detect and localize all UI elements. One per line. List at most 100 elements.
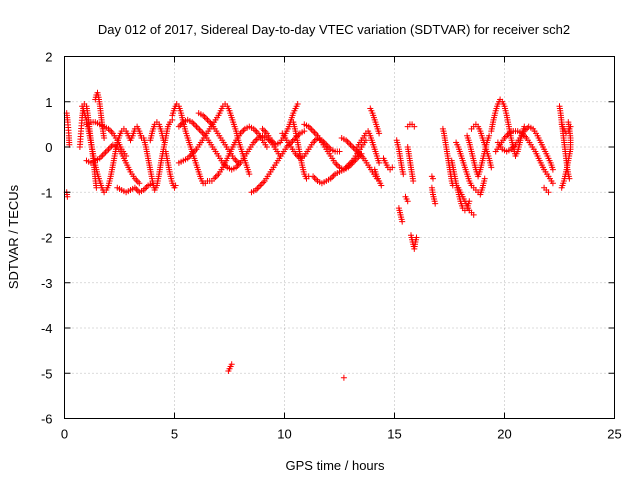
data-point	[194, 125, 201, 132]
data-point	[411, 123, 418, 130]
data-point	[99, 152, 106, 159]
data-point	[133, 186, 140, 193]
data-point	[567, 123, 574, 130]
y-tick-label: -6	[41, 412, 53, 427]
data-point	[310, 128, 317, 135]
data-point	[212, 174, 219, 181]
data-point	[263, 144, 270, 150]
data-point	[106, 144, 113, 151]
data-point	[134, 178, 141, 185]
data-point	[101, 134, 108, 141]
data-point	[186, 153, 193, 160]
data-point	[549, 166, 556, 173]
data-point	[253, 128, 260, 135]
data-point	[565, 119, 572, 126]
data-point	[228, 361, 235, 368]
data-point	[545, 189, 552, 196]
y-tick-label: -1	[41, 185, 53, 200]
y-tick-label: -2	[41, 231, 53, 246]
y-tick-label: 1	[45, 95, 52, 110]
x-tick-label: 5	[171, 427, 178, 442]
data-point	[260, 127, 267, 134]
data-point	[413, 234, 420, 241]
y-tick-label: 0	[45, 140, 52, 155]
data-point	[235, 159, 242, 166]
data-point	[104, 147, 111, 154]
x-tick-label: 10	[277, 427, 291, 442]
data-point	[310, 173, 317, 180]
data-point	[204, 116, 211, 123]
data-point	[350, 144, 357, 151]
data-point	[106, 127, 113, 134]
plot-frame	[64, 56, 615, 419]
data-point	[470, 211, 477, 218]
data-point	[311, 174, 318, 181]
y-tick-label: -5	[41, 366, 53, 381]
data-point	[502, 133, 509, 140]
grid	[64, 56, 615, 419]
data-point	[201, 113, 208, 120]
data-point	[254, 185, 261, 192]
data-point	[102, 149, 109, 156]
x-tick-label: 0	[61, 427, 68, 442]
x-tick-label: 20	[497, 427, 511, 442]
data-point	[376, 159, 383, 166]
data-point	[324, 143, 331, 150]
y-axis-label: SDTVAR / TECUs	[6, 184, 21, 289]
data-point	[335, 162, 342, 169]
data-point	[205, 118, 212, 125]
data-point	[262, 128, 269, 135]
data-point	[232, 156, 239, 163]
data-point	[410, 177, 417, 184]
data-point	[313, 176, 320, 183]
data-point	[430, 175, 436, 182]
data-point	[142, 185, 149, 192]
data-point	[311, 137, 318, 144]
data-point	[192, 122, 199, 129]
data-point	[399, 218, 406, 225]
data-point	[196, 126, 203, 133]
data-point	[289, 137, 296, 144]
data-point	[133, 177, 140, 184]
data-point	[193, 123, 200, 130]
data-point	[238, 128, 245, 135]
data-point	[252, 137, 259, 144]
data-point	[98, 153, 105, 160]
data-point	[336, 148, 343, 155]
data-point	[253, 136, 260, 143]
data-point	[101, 150, 108, 157]
data-point	[307, 125, 314, 132]
data-point	[488, 164, 495, 171]
data-point	[389, 164, 396, 171]
y-tick-label: 2	[45, 50, 52, 65]
data-point	[258, 180, 265, 187]
data-point	[378, 182, 385, 189]
data-point	[203, 115, 210, 122]
data-point	[344, 138, 351, 145]
data-point	[432, 200, 439, 207]
data-points	[63, 89, 574, 381]
data-point	[108, 128, 115, 135]
data-point	[481, 175, 488, 182]
data-point	[172, 182, 179, 189]
x-tick-labels: 0 5 10 15 20 25	[61, 427, 622, 442]
x-tick-label: 25	[607, 427, 621, 442]
data-point	[340, 374, 347, 381]
data-point	[348, 143, 355, 150]
data-point	[486, 132, 493, 139]
data-point	[197, 128, 204, 135]
data-point	[333, 161, 340, 168]
data-point	[143, 183, 150, 190]
data-point	[257, 182, 264, 189]
data-point	[260, 179, 267, 186]
y-tick-label: -4	[41, 321, 53, 336]
data-point	[214, 172, 221, 179]
data-point	[255, 183, 262, 190]
data-point	[330, 172, 337, 179]
data-point	[400, 171, 407, 178]
y-tick-label: -3	[41, 276, 53, 291]
data-point	[259, 125, 266, 132]
data-point	[136, 180, 143, 187]
data-point	[177, 122, 184, 129]
data-point	[240, 127, 247, 134]
